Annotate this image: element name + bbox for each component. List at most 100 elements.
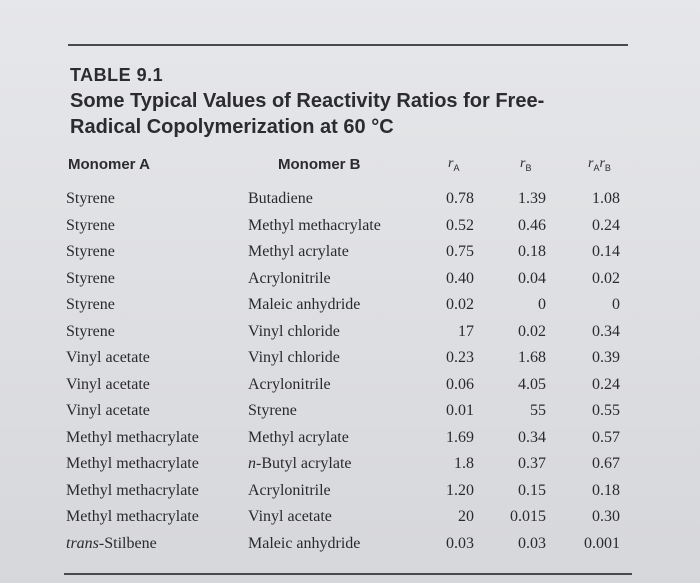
cell-rb: 0.015 [510, 508, 546, 525]
cell-monomer-a: trans-Stilbene [66, 535, 157, 553]
cell-monomer-a: Styrene [66, 323, 115, 341]
table-row: trans-Stilbene Maleic anhydride 0.03 0.03 0.… [0, 535, 700, 562]
cell-rb: 1.39 [518, 190, 546, 207]
table-row: Styrene Acrylonitrile 0.40 0.04 0.02 [0, 270, 700, 297]
cell-monomer-a: Methyl methacrylate [66, 508, 199, 526]
monomer-a-name: Styrene [66, 190, 115, 207]
monomer-a-name: Styrene [66, 296, 115, 313]
cell-ra: 0.78 [446, 190, 474, 207]
cell-ra: 0.40 [446, 269, 474, 287]
cell-monomer-b: Vinyl chloride [248, 323, 340, 341]
header-ra: rA [448, 156, 460, 173]
cell-rb: 0.18 [518, 243, 546, 260]
monomer-a-name: Methyl methacrylate [66, 428, 199, 446]
monomer-a-name: Vinyl acetate [66, 402, 150, 419]
monomer-a-name: Vinyl acetate [66, 375, 150, 393]
cell-rarb: 0.18 [592, 481, 620, 499]
cell-rarb: 0.34 [592, 322, 620, 340]
cell-monomer-b: Acrylonitrile [248, 376, 331, 394]
header-rarb: rArB [588, 156, 611, 173]
table-title-line-2: Radical Copolymerization at 60 °C [70, 116, 394, 138]
cell-monomer-b: Vinyl chloride [248, 349, 340, 367]
cell-rarb: 0.02 [592, 269, 620, 287]
table-bottom-rule [64, 573, 632, 575]
cell-ra: 0.02 [446, 296, 474, 313]
cell-monomer-a: Styrene [66, 243, 115, 261]
monomer-b-name: Vinyl chloride [248, 349, 340, 366]
cell-ra: 0.23 [446, 349, 474, 366]
cell-ra: 0.52 [446, 216, 474, 234]
header-rb: rB [520, 156, 532, 173]
cell-monomer-b: Acrylonitrile [248, 270, 331, 288]
table-row: Methyl methacrylate Acrylonitrile 1.20 0.15… [0, 482, 700, 509]
table-row: Styrene Methyl acrylate 0.75 0.18 0.14 [0, 243, 700, 270]
cell-rb: 0.02 [518, 322, 546, 340]
cell-rb: 1.68 [518, 349, 546, 366]
cell-rb: 55 [530, 402, 546, 419]
monomer-a-name: Styrene [66, 216, 115, 234]
cell-monomer-b: Maleic anhydride [248, 296, 360, 314]
cell-rb: 0 [538, 296, 546, 313]
monomer-b-name: Styrene [248, 402, 297, 419]
cell-monomer-b: Styrene [248, 402, 297, 420]
cell-ra: 0.75 [446, 243, 474, 260]
table-row: Methyl methacrylate Vinyl acetate 20 0.015 0… [0, 508, 700, 535]
table-row: Vinyl acetate Acrylonitrile 0.06 4.05 0.24 [0, 376, 700, 403]
monomer-b-name: Vinyl acetate [248, 508, 332, 525]
monomer-a-name: Styrene [66, 322, 115, 340]
cell-ra: 1.20 [446, 481, 474, 499]
table-row: Vinyl acetate Vinyl chloride 0.23 1.68 0.39 [0, 349, 700, 376]
monomer-b-name: Maleic anhydride [248, 534, 361, 552]
cell-monomer-b: Butadiene [248, 190, 313, 208]
cell-monomer-b: Vinyl acetate [248, 508, 332, 526]
table-row: Styrene Methyl methacrylate 0.52 0.46 0.24 [0, 217, 700, 244]
monomer-a-name: Stilbene [104, 534, 157, 552]
monomer-a-prefix: trans- [66, 534, 105, 552]
monomer-a-name: Styrene [66, 243, 115, 260]
monomer-b-name: Methyl methacrylate [248, 216, 381, 234]
header-monomer-a: Monomer A [68, 156, 150, 173]
cell-monomer-a: Methyl methacrylate [66, 482, 199, 500]
cell-rarb: 0.55 [592, 402, 620, 419]
cell-monomer-a: Styrene [66, 217, 115, 235]
cell-monomer-a: Styrene [66, 190, 115, 208]
table-row: Methyl methacrylate Methyl acrylate 1.69 0.… [0, 429, 700, 456]
cell-monomer-b: Methyl acrylate [248, 243, 349, 261]
table-label: TABLE 9.1 [70, 65, 164, 85]
cell-rb: 0.15 [518, 481, 546, 499]
cell-monomer-a: Vinyl acetate [66, 402, 150, 420]
cell-rb: 0.34 [518, 428, 546, 446]
monomer-a-name: Styrene [66, 269, 115, 287]
cell-rarb: 0.001 [584, 534, 620, 552]
table-row: Methyl methacrylate n-Butyl acrylate 1.8 0.… [0, 455, 700, 482]
monomer-a-name: Vinyl acetate [66, 349, 150, 366]
cell-monomer-a: Vinyl acetate [66, 349, 150, 367]
cell-rarb: 0.39 [592, 349, 620, 366]
table-row: Styrene Maleic anhydride 0.02 0 0 [0, 296, 700, 323]
cell-rarb: 0.24 [592, 216, 620, 234]
table-row: Vinyl acetate Styrene 0.01 55 0.55 [0, 402, 700, 429]
table-caption: TABLE 9.1 Some Typical Values of Reactiv… [70, 62, 544, 140]
table-title-line-1: Some Typical Values of Reactivity Ratios… [70, 90, 545, 112]
cell-monomer-a: Vinyl acetate [66, 376, 150, 394]
monomer-a-name: Methyl methacrylate [66, 455, 199, 472]
cell-monomer-a: Methyl methacrylate [66, 455, 199, 473]
cell-ra: 1.8 [454, 455, 474, 472]
monomer-b-name: Maleic anhydride [248, 296, 361, 313]
cell-ra: 1.69 [446, 428, 474, 446]
cell-rarb: 0.57 [592, 428, 620, 446]
cell-rarb: 0.24 [592, 375, 620, 393]
table-row: Styrene Butadiene 0.78 1.39 1.08 [0, 190, 700, 217]
monomer-a-name: Methyl methacrylate [66, 481, 199, 499]
cell-rarb: 0 [612, 296, 620, 313]
cell-ra: 0.03 [446, 534, 474, 552]
cell-rb: 0.37 [518, 455, 546, 472]
cell-ra: 0.06 [446, 375, 474, 393]
cell-ra: 0.01 [446, 402, 474, 419]
monomer-b-name: Methyl acrylate [248, 243, 349, 260]
cell-rarb: 0.14 [592, 243, 620, 260]
cell-ra: 20 [458, 508, 474, 525]
cell-rb: 4.05 [518, 375, 546, 393]
cell-ra: 17 [458, 322, 474, 340]
